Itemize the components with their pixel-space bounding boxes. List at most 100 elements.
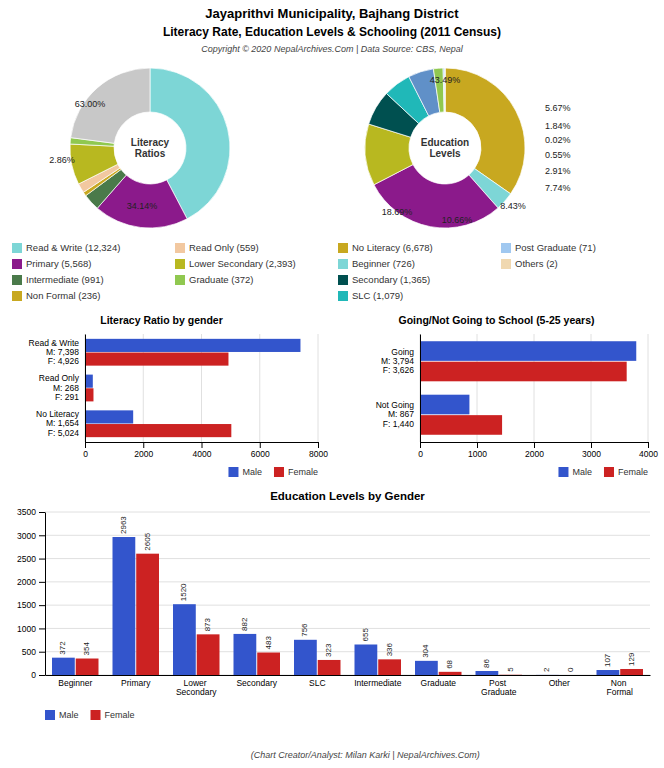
tick-label: 3000 [17, 531, 36, 541]
x-axis: 02000400060008000 [83, 442, 328, 459]
tick-mark [591, 442, 592, 448]
subtitle: Literacy Rate, Education Levels & School… [163, 25, 501, 39]
tick: 3500 [17, 507, 45, 517]
tick-label: 2000 [525, 449, 544, 459]
y-axis: GoingM: 3,794F: 3,626 Not GoingM: 867F: 1… [376, 335, 421, 443]
data-label: 129 [627, 652, 636, 666]
grid-line [45, 605, 650, 606]
tick: Beginner [58, 675, 92, 688]
legend-label: Male [59, 710, 79, 720]
slice-annotation: 0.55% [545, 150, 571, 160]
legend-swatch [338, 243, 348, 253]
tick: 500 [22, 647, 45, 657]
tick: 1500 [17, 600, 45, 610]
legend-swatch [501, 259, 511, 269]
tick-mark [534, 442, 535, 448]
bars [85, 339, 300, 437]
slice-annotation: 18.69% [382, 207, 413, 217]
data-label: 323 [324, 643, 333, 657]
legend-label: Lower Secondary (2,393) [189, 258, 296, 269]
tick-label: 8000 [309, 449, 328, 459]
grid-line [45, 558, 650, 559]
grid-line [45, 675, 650, 676]
slice-annotation: 7.74% [545, 183, 571, 193]
data-label: 354 [82, 642, 91, 656]
tick-label: 2000 [134, 449, 153, 459]
bar [420, 341, 636, 361]
data-label: 756 [300, 623, 309, 637]
chart-title: Going/Not Going to School (5-25 years) [398, 314, 594, 326]
bar [420, 415, 502, 435]
x-axis: 01000200030004000 [418, 442, 658, 459]
tick-label: 0 [83, 449, 88, 459]
legend-swatch [338, 291, 348, 301]
tick-label: 0 [31, 670, 36, 680]
tick: 0 [83, 442, 88, 459]
tick-mark [143, 442, 144, 448]
slice-annotation: 8.43% [500, 201, 526, 211]
data-label: 68 [445, 659, 454, 668]
legend-label: Male [572, 467, 592, 477]
slice-annotation: 1.84% [545, 121, 571, 131]
chart-title: Education Levels by Gender [270, 490, 425, 502]
grid-line [85, 334, 86, 442]
grid-line [648, 334, 649, 442]
tick-label: Graduate [421, 678, 457, 688]
tick-mark [318, 442, 319, 448]
tick-mark [39, 559, 45, 560]
data-label: 483 [264, 636, 273, 650]
legend-label: Intermediate (991) [26, 274, 104, 285]
tick-label: GoingM: 3,794F: 3,626 [381, 347, 414, 376]
data-label: 304 [421, 644, 430, 658]
legend-label: Post Graduate (71) [515, 242, 596, 253]
bar [233, 634, 256, 675]
y-axis: 0500100015002000250030003500 [17, 507, 45, 680]
bar [112, 537, 135, 675]
data-label: 107 [603, 653, 612, 667]
legend-label: Beginner (726) [352, 258, 415, 269]
legend-label: Female [618, 467, 648, 477]
bar [76, 659, 99, 675]
tick-label: 500 [22, 647, 36, 657]
bar [85, 388, 93, 401]
legend-label: Primary (5,568) [26, 258, 91, 269]
legend-swatch [91, 710, 101, 720]
tick-label: 4000 [639, 449, 658, 459]
grid-line [45, 581, 650, 582]
tick: 3000 [17, 531, 45, 541]
bar [85, 339, 300, 352]
tick: Secondary [236, 675, 277, 688]
tick-label: No LiteracyM: 1,654F: 5,024 [36, 409, 80, 438]
tick: Other [549, 675, 570, 688]
bar [318, 660, 341, 675]
bar [378, 659, 401, 675]
tick: 4000 [639, 442, 658, 459]
legend-label: Read Only (559) [189, 242, 259, 253]
annotation: Copyright © 2020 NepalArchives.Com | Dat… [201, 44, 464, 54]
tick-mark [39, 675, 45, 676]
tick: Intermediate [354, 675, 402, 688]
legend-swatch [175, 243, 185, 253]
tick: Read OnlyM: 268F: 291 [39, 373, 85, 402]
tick-label: 1500 [17, 600, 36, 610]
tick-label: 3000 [582, 449, 601, 459]
tick-label: Read OnlyM: 268F: 291 [39, 373, 80, 402]
tick: 1000 [468, 442, 487, 459]
legend-label: Male [242, 467, 262, 477]
tick-label: SLC [309, 678, 326, 688]
legend-swatch [12, 259, 22, 269]
legend-swatch [228, 467, 238, 477]
bar [173, 604, 196, 675]
legend-swatch [604, 467, 614, 477]
tick-label: 2500 [17, 554, 36, 564]
legend-label: Secondary (1,365) [352, 274, 430, 285]
bar [85, 353, 228, 366]
chart-canvas: Jayaprithvi Municipality, Bajhang Distri… [0, 0, 664, 768]
tick-mark [202, 442, 203, 448]
tick-label: Non Formal [607, 678, 634, 697]
bar [620, 669, 643, 675]
tick-label: Not GoingM: 867F: 1,440 [376, 400, 415, 429]
bars [52, 537, 643, 675]
tick-label: 3500 [17, 507, 36, 517]
tick-mark [39, 512, 45, 513]
